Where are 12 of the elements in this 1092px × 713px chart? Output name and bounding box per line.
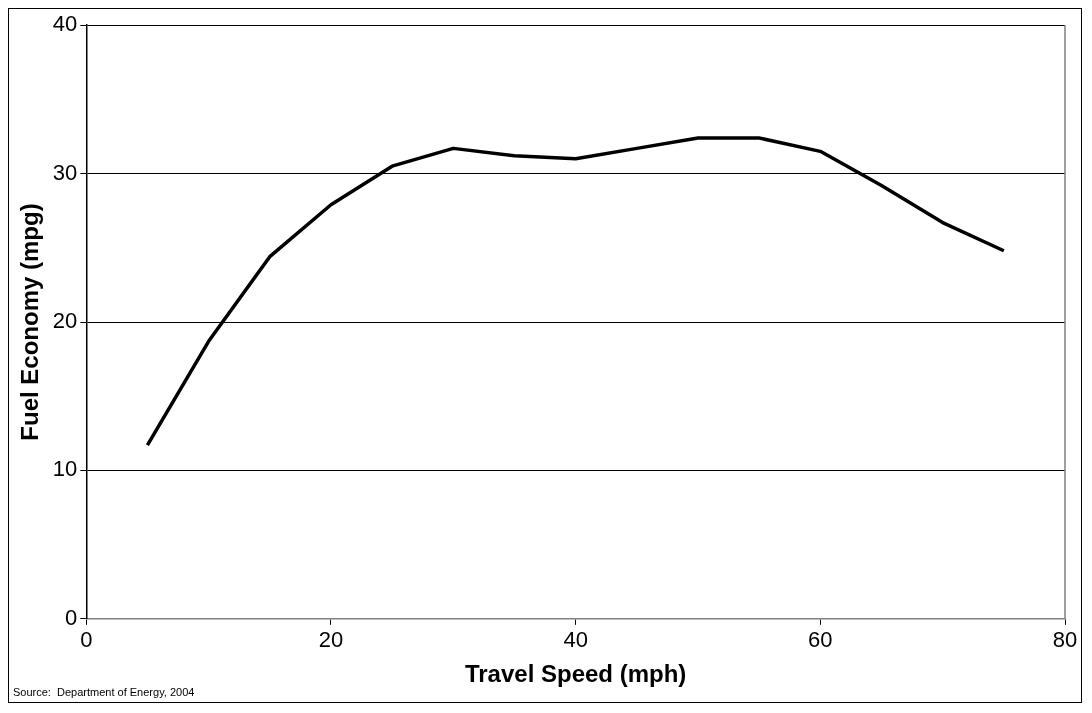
- y-tick-label: 10: [52, 456, 78, 482]
- y-tick-label: 30: [52, 159, 78, 185]
- source-note: Source: Department of Energy, 2004: [13, 685, 195, 698]
- y-tick-label: 0: [65, 604, 78, 630]
- y-axis-title: Fuel Economy (mpg): [16, 203, 44, 441]
- y-tick-label: 20: [52, 308, 78, 334]
- x-tick-label: 80: [1052, 627, 1078, 653]
- x-tick-label: 40: [563, 627, 588, 653]
- x-tick-label: 20: [318, 627, 344, 653]
- x-axis-title: Travel Speed (mph): [464, 660, 687, 688]
- x-tick-label: 60: [808, 627, 833, 653]
- y-tick-label: 40: [52, 11, 78, 37]
